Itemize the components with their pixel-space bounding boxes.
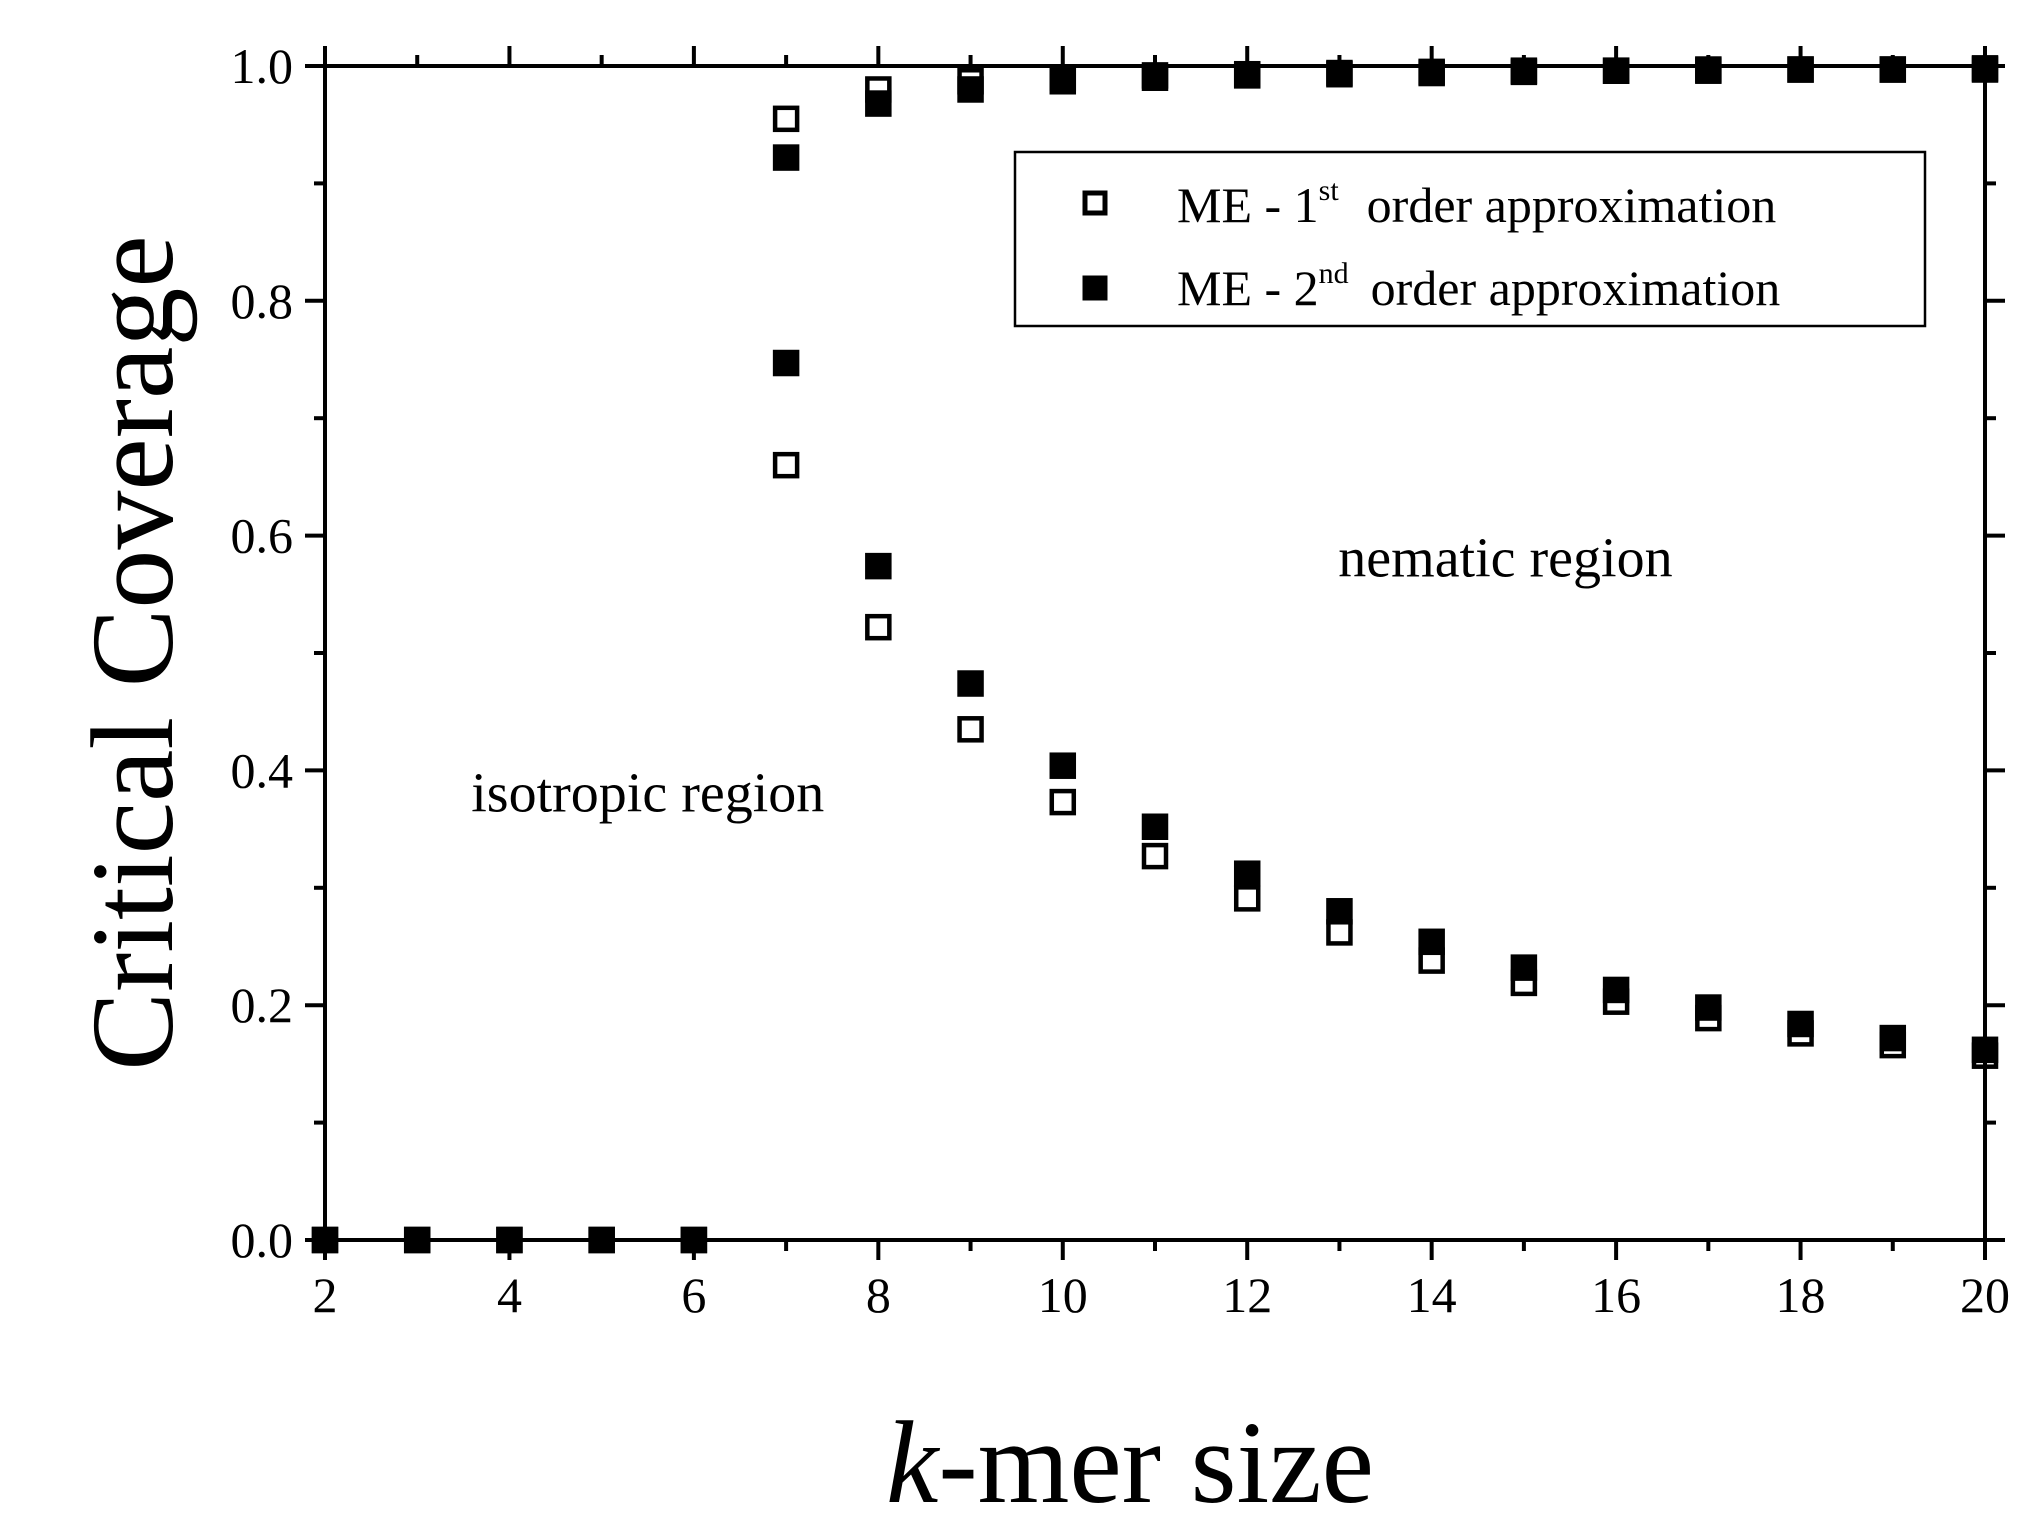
data-point-second-order: [1695, 57, 1722, 84]
legend-label-second-order-sup: nd: [1319, 257, 1349, 290]
legend: ME - 1st order approximation ME - 2nd orde…: [1013, 150, 1927, 328]
legend-label-first-order-sup: st: [1319, 174, 1340, 207]
x-tick-label: 4: [497, 1267, 522, 1323]
x-tick-label: 8: [866, 1267, 891, 1323]
data-point-first-order: [772, 451, 800, 479]
y-tick-label: 0.8: [231, 273, 294, 329]
x-tick-label: 16: [1591, 1267, 1641, 1323]
annotation-nematic-region: nematic region: [1338, 528, 1672, 590]
legend-marker-open-square: [1082, 190, 1108, 216]
x-tick-label: 20: [1960, 1267, 2010, 1323]
x-axis-title-italic: k: [886, 1397, 941, 1528]
annotation-isotropic-region: isotropic region: [471, 762, 824, 824]
data-point-second-order: [1049, 752, 1077, 779]
legend-label-second-order: ME - 2nd order approximation: [1177, 257, 1780, 316]
data-points: [311, 55, 1999, 1254]
plot-frame: [323, 64, 1987, 1242]
data-point-second-order: [1049, 68, 1077, 95]
data-point-first-order: [957, 716, 984, 743]
data-point-second-order: [865, 552, 892, 580]
data-point-second-order: [772, 144, 800, 171]
x-axis-title: k-mer size: [886, 1397, 1374, 1528]
x-tick-label: 10: [1038, 1267, 1088, 1323]
y-tick-label: 1.0: [231, 38, 294, 94]
data-point-first-order: [865, 613, 892, 641]
data-point-second-order: [1510, 954, 1538, 981]
legend-marker-filled-square: [1082, 275, 1108, 301]
data-point-second-order: [957, 670, 984, 697]
legend-label-first-order: ME - 1st order approximation: [1177, 174, 1776, 233]
x-tick-label: 12: [1222, 1267, 1272, 1323]
data-point-first-order: [772, 105, 800, 133]
data-point-second-order: [1326, 60, 1353, 88]
data-point-first-order: [1141, 842, 1169, 870]
y-tick-label: 0.4: [231, 742, 294, 798]
data-point-second-order: [772, 349, 800, 377]
data-point-second-order: [1141, 64, 1169, 91]
legend-label-first-order-rest: order approximation: [1367, 177, 1777, 233]
data-point-first-order: [1049, 788, 1077, 816]
data-point-second-order: [1695, 994, 1722, 1021]
data-point-second-order: [1418, 928, 1445, 956]
x-axis-title-rest: -mer size: [938, 1397, 1374, 1528]
legend-label-second-order-main: ME - 2: [1177, 260, 1319, 316]
x-tick-label: 6: [681, 1267, 706, 1323]
x-tick-label: 2: [313, 1267, 338, 1323]
data-point-second-order: [957, 76, 984, 103]
data-point-second-order: [1602, 57, 1630, 84]
x-tick-label: 18: [1776, 1267, 1826, 1323]
y-tick-label: 0.6: [231, 508, 294, 564]
legend-label-first-order-main: ME - 1: [1177, 177, 1319, 233]
y-tick-label: 0.2: [231, 977, 294, 1033]
data-point-second-order: [1141, 813, 1169, 841]
data-point-first-order: [1326, 919, 1353, 946]
legend-box: [1013, 150, 1927, 328]
data-point-second-order: [1879, 1024, 1907, 1052]
data-point-second-order: [1326, 898, 1353, 925]
data-point-second-order: [1879, 56, 1907, 83]
y-tick-label: 0.0: [231, 1212, 294, 1268]
data-point-second-order: [1602, 976, 1630, 1004]
y-axis-title: Critical Coverage: [67, 235, 198, 1071]
data-point-second-order: [865, 90, 892, 117]
x-tick-labels: 2 4 6 8 10 12 14 16 18 20: [313, 1267, 2011, 1323]
x-tick-label: 14: [1407, 1267, 1457, 1323]
data-point-first-order: [1233, 885, 1261, 912]
data-point-second-order: [1787, 56, 1814, 83]
y-tick-labels: 0.0 0.2 0.4 0.6 0.8 1.0: [231, 38, 294, 1268]
data-point-second-order: [1233, 860, 1261, 887]
legend-label-second-order-rest: order approximation: [1371, 260, 1781, 316]
data-point-second-order: [1787, 1010, 1814, 1038]
